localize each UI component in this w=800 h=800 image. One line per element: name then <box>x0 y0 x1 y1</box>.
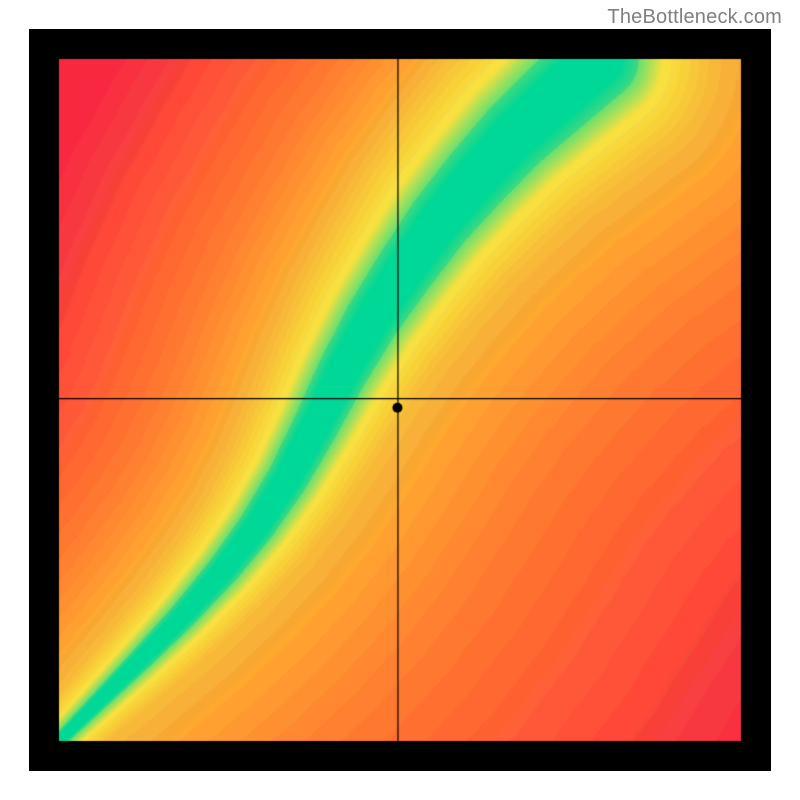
bottleneck-heatmap <box>29 29 771 771</box>
heatmap-canvas <box>29 29 771 771</box>
watermark-text: TheBottleneck.com <box>607 6 782 29</box>
